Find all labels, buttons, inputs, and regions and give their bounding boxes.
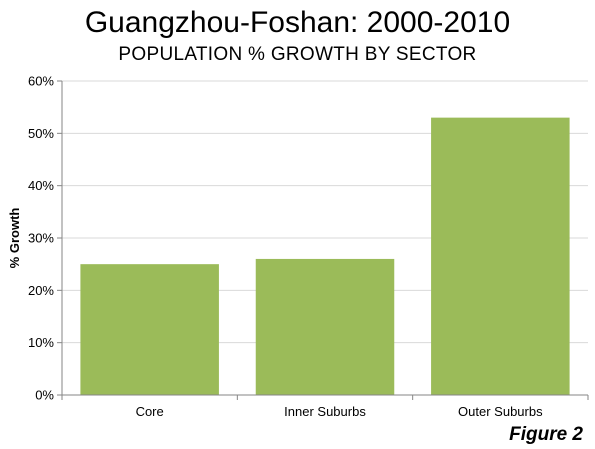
figure-label: Figure 2 bbox=[509, 424, 583, 445]
bar-inner-suburbs bbox=[255, 258, 395, 395]
y-tick-label: 50% bbox=[28, 126, 54, 141]
axes bbox=[57, 80, 589, 400]
y-tick-label: 40% bbox=[28, 178, 54, 193]
y-tick-labels: 0% 10% 20% 30% 40% 50% 60% bbox=[28, 74, 54, 403]
x-tick-labels: Core Inner Suburbs Outer Suburbs bbox=[136, 404, 544, 419]
chart-subtitle: POPULATION % GROWTH BY SECTOR bbox=[118, 44, 477, 65]
y-tick-label: 0% bbox=[35, 388, 54, 403]
chart-title: Guangzhou-Foshan: 2000-2010 bbox=[84, 6, 511, 39]
bars bbox=[80, 117, 570, 395]
x-tick-label: Outer Suburbs bbox=[458, 404, 543, 419]
bar-outer-suburbs bbox=[431, 117, 570, 395]
y-tick-label: 20% bbox=[28, 283, 54, 298]
x-tick-label: Inner Suburbs bbox=[284, 404, 366, 419]
y-tick-label: 60% bbox=[28, 74, 54, 89]
y-tick-label: 10% bbox=[28, 335, 54, 350]
y-axis-label: % Growth bbox=[7, 208, 22, 269]
bar-core bbox=[80, 264, 219, 395]
y-tick-label: 30% bbox=[28, 231, 54, 246]
x-tick-label: Core bbox=[136, 404, 164, 419]
